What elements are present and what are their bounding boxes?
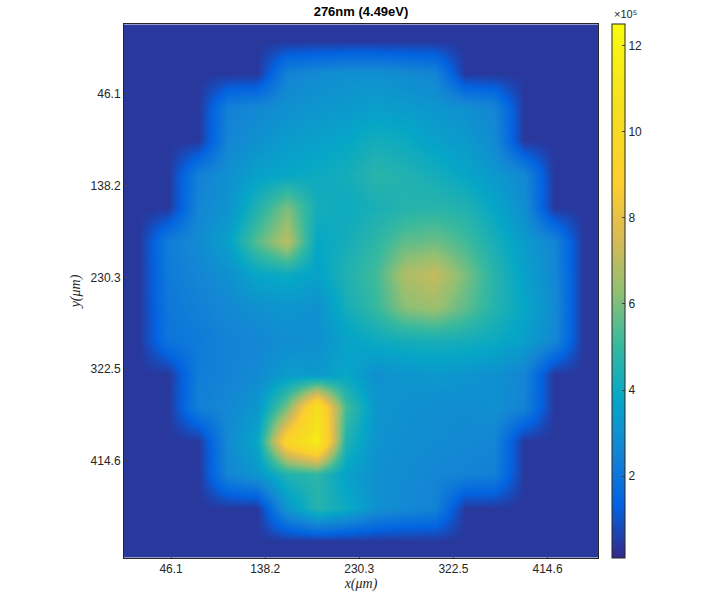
svg-text:414.6: 414.6	[91, 454, 121, 468]
svg-text:×10⁵: ×10⁵	[614, 8, 637, 20]
svg-text:414.6: 414.6	[533, 562, 563, 576]
svg-text:322.5: 322.5	[438, 562, 468, 576]
svg-text:x(μm): x(μm)	[344, 576, 378, 592]
svg-text:2: 2	[628, 469, 635, 483]
svg-text:138.2: 138.2	[91, 179, 121, 193]
svg-text:12: 12	[628, 39, 642, 53]
svg-text:10: 10	[628, 125, 642, 139]
svg-text:4: 4	[628, 383, 635, 397]
svg-text:8: 8	[628, 211, 635, 225]
svg-text:y(μm): y(μm)	[68, 274, 84, 309]
svg-text:322.5: 322.5	[91, 362, 121, 376]
svg-text:230.3: 230.3	[344, 562, 374, 576]
svg-text:276nm (4.49eV): 276nm (4.49eV)	[314, 4, 409, 19]
svg-text:46.1: 46.1	[97, 87, 121, 101]
svg-text:138.2: 138.2	[250, 562, 280, 576]
svg-text:230.3: 230.3	[91, 271, 121, 285]
svg-text:6: 6	[628, 297, 635, 311]
svg-text:46.1: 46.1	[159, 562, 183, 576]
